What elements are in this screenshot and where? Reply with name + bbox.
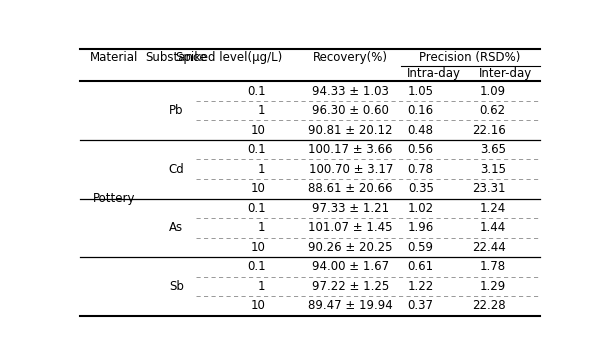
Text: 88.61 ± 20.66: 88.61 ± 20.66	[309, 182, 393, 195]
Text: 23.31: 23.31	[473, 182, 506, 195]
Text: 10: 10	[250, 241, 266, 254]
Text: 100.17 ± 3.66: 100.17 ± 3.66	[309, 143, 393, 156]
Text: 1: 1	[258, 163, 266, 176]
Text: 101.07 ± 1.45: 101.07 ± 1.45	[309, 221, 393, 234]
Text: 22.28: 22.28	[472, 299, 506, 312]
Text: 0.62: 0.62	[480, 104, 506, 117]
Text: Cd: Cd	[169, 163, 185, 176]
Text: 89.47 ± 19.94: 89.47 ± 19.94	[309, 299, 393, 312]
Text: 0.59: 0.59	[408, 241, 434, 254]
Text: 97.22 ± 1.25: 97.22 ± 1.25	[312, 280, 390, 293]
Text: 0.1: 0.1	[247, 85, 266, 98]
Text: 22.44: 22.44	[472, 241, 506, 254]
Text: 3.15: 3.15	[480, 163, 506, 176]
Text: 97.33 ± 1.21: 97.33 ± 1.21	[312, 202, 389, 215]
Text: Material: Material	[90, 51, 139, 64]
Text: 90.81 ± 20.12: 90.81 ± 20.12	[309, 124, 393, 137]
Text: 1.22: 1.22	[407, 280, 434, 293]
Text: 1.02: 1.02	[408, 202, 434, 215]
Text: Pottery: Pottery	[93, 192, 136, 205]
Text: 1.78: 1.78	[480, 260, 506, 273]
Text: 1.09: 1.09	[480, 85, 506, 98]
Text: 0.1: 0.1	[247, 143, 266, 156]
Text: 90.26 ± 20.25: 90.26 ± 20.25	[309, 241, 393, 254]
Text: 100.70 ± 3.17: 100.70 ± 3.17	[309, 163, 393, 176]
Text: 0.35: 0.35	[408, 182, 434, 195]
Text: 1.96: 1.96	[407, 221, 434, 234]
Text: Sb: Sb	[169, 280, 184, 293]
Text: 1.29: 1.29	[480, 280, 506, 293]
Text: Spiked level(μg/L): Spiked level(μg/L)	[175, 51, 282, 64]
Text: Intra-day: Intra-day	[407, 67, 460, 80]
Text: 0.78: 0.78	[408, 163, 434, 176]
Text: 1: 1	[258, 280, 266, 293]
Text: Pb: Pb	[169, 104, 184, 117]
Text: As: As	[169, 221, 183, 234]
Text: Substance: Substance	[146, 51, 207, 64]
Text: 0.1: 0.1	[247, 202, 266, 215]
Text: 0.16: 0.16	[408, 104, 434, 117]
Text: 1.44: 1.44	[480, 221, 506, 234]
Text: Recovery(%): Recovery(%)	[313, 51, 388, 64]
Text: 0.1: 0.1	[247, 260, 266, 273]
Text: 0.37: 0.37	[408, 299, 434, 312]
Text: 10: 10	[250, 124, 266, 137]
Text: 94.33 ± 1.03: 94.33 ± 1.03	[312, 85, 389, 98]
Text: 94.00 ± 1.67: 94.00 ± 1.67	[312, 260, 389, 273]
Text: 3.65: 3.65	[480, 143, 506, 156]
Text: 10: 10	[250, 182, 266, 195]
Text: 10: 10	[250, 299, 266, 312]
Text: 1.05: 1.05	[408, 85, 434, 98]
Text: 96.30 ± 0.60: 96.30 ± 0.60	[312, 104, 389, 117]
Text: 1.24: 1.24	[480, 202, 506, 215]
Text: Precision (RSD%): Precision (RSD%)	[419, 51, 520, 64]
Text: 0.61: 0.61	[408, 260, 434, 273]
Text: 22.16: 22.16	[472, 124, 506, 137]
Text: 1: 1	[258, 104, 266, 117]
Text: 0.56: 0.56	[408, 143, 434, 156]
Text: 0.48: 0.48	[408, 124, 434, 137]
Text: 1: 1	[258, 221, 266, 234]
Text: Inter-day: Inter-day	[479, 67, 532, 80]
